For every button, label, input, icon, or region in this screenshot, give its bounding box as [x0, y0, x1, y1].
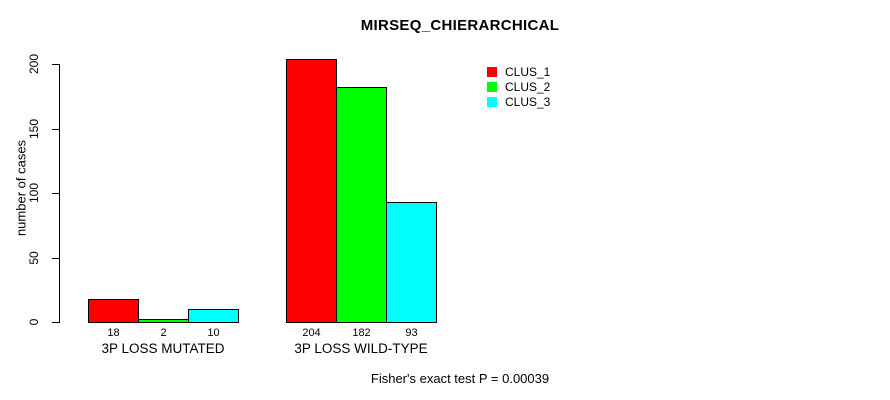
legend-item-clus-1: CLUS_1 [487, 64, 550, 79]
category-label-3p-loss-mutated: 3P LOSS MUTATED [101, 341, 225, 356]
bar-clus-1-3p-loss-wild-type [286, 59, 337, 323]
y-tick-label-200: 200 [27, 53, 41, 75]
bar-value-label-clus-3-3p-loss-mutated: 10 [207, 327, 220, 339]
bar-value-label-clus-1-3p-loss-wild-type: 204 [302, 327, 321, 339]
y-tick-150 [52, 129, 59, 130]
y-tick-label-150: 150 [27, 118, 41, 140]
bar-clus-2-3p-loss-mutated [138, 319, 189, 323]
legend-swatch-clus-1 [487, 66, 497, 77]
y-tick-label-0: 0 [27, 318, 41, 326]
y-tick-label-50: 50 [27, 251, 41, 265]
chart-title: MIRSEQ_CHIERARCHICAL [360, 17, 560, 34]
bar-clus-3-3p-loss-mutated [188, 309, 239, 323]
legend-swatch-clus-3 [487, 96, 497, 107]
y-tick-50 [52, 258, 59, 259]
legend-label-clus-2: CLUS_2 [505, 79, 551, 94]
bar-clus-3-3p-loss-wild-type [386, 202, 437, 323]
bar-value-label-clus-2-3p-loss-mutated: 2 [160, 327, 167, 339]
bar-clus-2-3p-loss-wild-type [336, 87, 387, 323]
legend-label-clus-1: CLUS_1 [505, 64, 551, 79]
bar-clus-1-3p-loss-mutated [88, 299, 139, 323]
y-tick-label-100: 100 [27, 182, 41, 204]
bar-value-label-clus-3-3p-loss-wild-type: 93 [405, 327, 418, 339]
legend-item-clus-3: CLUS_3 [487, 94, 550, 109]
y-tick-200 [52, 64, 59, 65]
category-label-3p-loss-wild-type: 3P LOSS WILD-TYPE [294, 341, 428, 356]
bar-value-label-clus-1-3p-loss-mutated: 18 [107, 327, 120, 339]
bar-value-label-clus-2-3p-loss-wild-type: 182 [352, 327, 371, 339]
y-tick-100 [52, 193, 59, 194]
fisher-test-annotation: Fisher's exact test P = 0.00039 [370, 371, 550, 386]
legend-label-clus-3: CLUS_3 [505, 94, 551, 109]
y-axis-line [59, 64, 60, 323]
legend-item-clus-2: CLUS_2 [487, 79, 550, 94]
legend-swatch-clus-2 [487, 81, 497, 92]
y-tick-0 [52, 322, 59, 323]
legend: CLUS_1 CLUS_2 CLUS_3 [487, 64, 550, 109]
